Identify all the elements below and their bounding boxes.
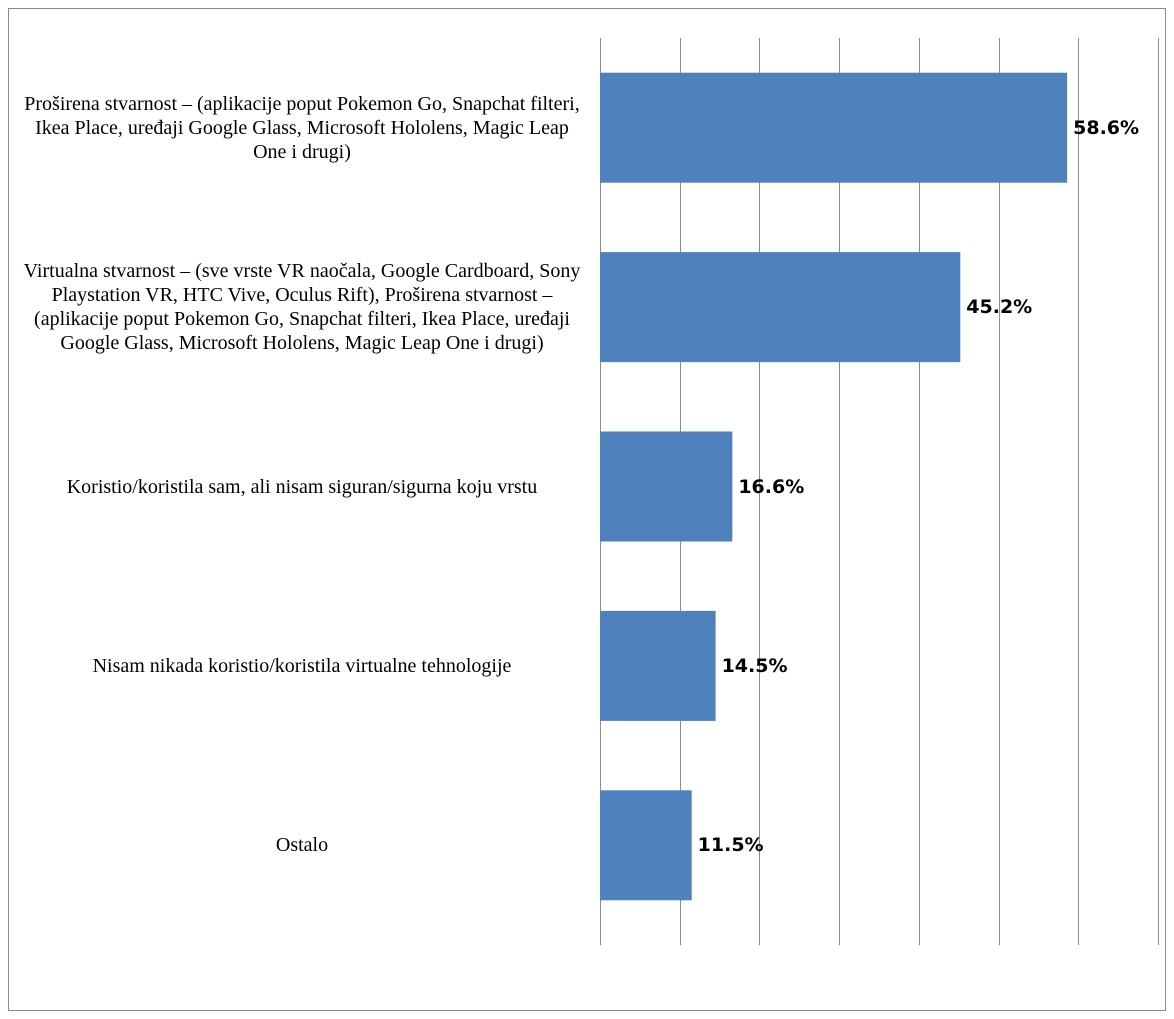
data-label-3: 16.6% [738, 475, 805, 498]
bar-4 [600, 610, 716, 721]
category-label-5: Ostalo [275, 834, 329, 857]
data-label-1: 58.6% [1073, 116, 1140, 139]
bar-2 [600, 252, 961, 363]
data-label-4: 14.5% [721, 654, 788, 677]
category-label-4: Nisam nikada koristio/koristila virtualn… [92, 654, 512, 677]
category-label-3: Koristio/koristila sam, ali nisam sigura… [66, 475, 538, 498]
bar-1 [600, 72, 1068, 183]
category-label-1: Proširena stvarnost – (aplikacije poput … [24, 92, 580, 163]
data-label-2: 45.2% [966, 296, 1033, 319]
data-label-5: 11.5% [697, 834, 764, 857]
bar-5 [600, 790, 692, 901]
category-label-2: Virtualna stvarnost – (sve vrste VR naoč… [23, 260, 581, 355]
bar-3 [600, 431, 733, 542]
